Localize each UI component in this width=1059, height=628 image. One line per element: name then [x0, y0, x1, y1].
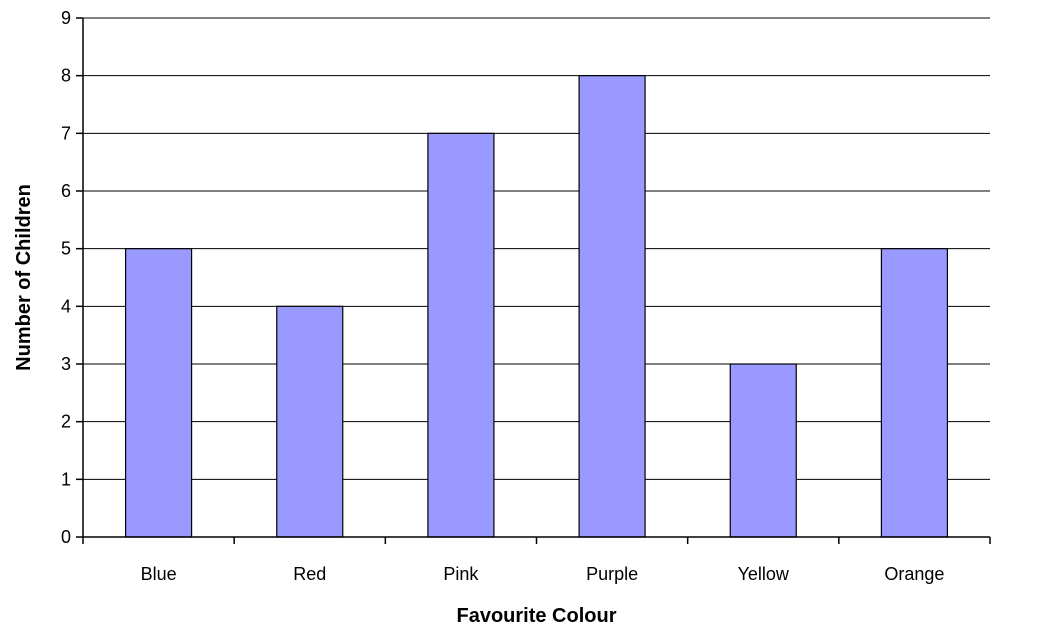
y-tick-label: 2	[61, 412, 71, 432]
bar-purple	[578, 75, 646, 538]
y-tick-label: 8	[61, 66, 71, 86]
y-tick-labels: 0 1 2 3 4 5 6 7 8 9	[61, 8, 83, 547]
bars	[124, 75, 949, 538]
y-tick-label: 0	[61, 527, 71, 547]
y-axis-title: Number of Children	[13, 184, 35, 371]
x-tick-labels: Blue Red Pink Purple Yellow Orange	[82, 537, 991, 584]
y-tick-label: 7	[61, 123, 71, 143]
x-tick-label: Orange	[884, 564, 944, 584]
gridlines	[83, 17, 990, 480]
bar-yellow	[729, 363, 797, 538]
bar-pink	[427, 132, 495, 538]
y-tick-label: 4	[61, 296, 71, 316]
y-tick-label: 9	[61, 8, 71, 28]
x-tick-label: Yellow	[738, 564, 790, 584]
axes	[82, 18, 990, 538]
bar-blue	[124, 248, 193, 538]
x-axis-title: Favourite Colour	[456, 605, 616, 627]
y-tick-label: 6	[61, 181, 71, 201]
y-tick-label: 3	[61, 354, 71, 374]
bar-orange	[880, 248, 949, 538]
x-tick-label: Red	[293, 564, 326, 584]
y-tick-label: 5	[61, 239, 71, 259]
x-tick-label: Blue	[141, 564, 177, 584]
x-tick-label: Pink	[443, 564, 479, 584]
bar-red	[276, 305, 344, 538]
x-tick-label: Purple	[586, 564, 638, 584]
y-tick-label: 1	[61, 469, 71, 489]
